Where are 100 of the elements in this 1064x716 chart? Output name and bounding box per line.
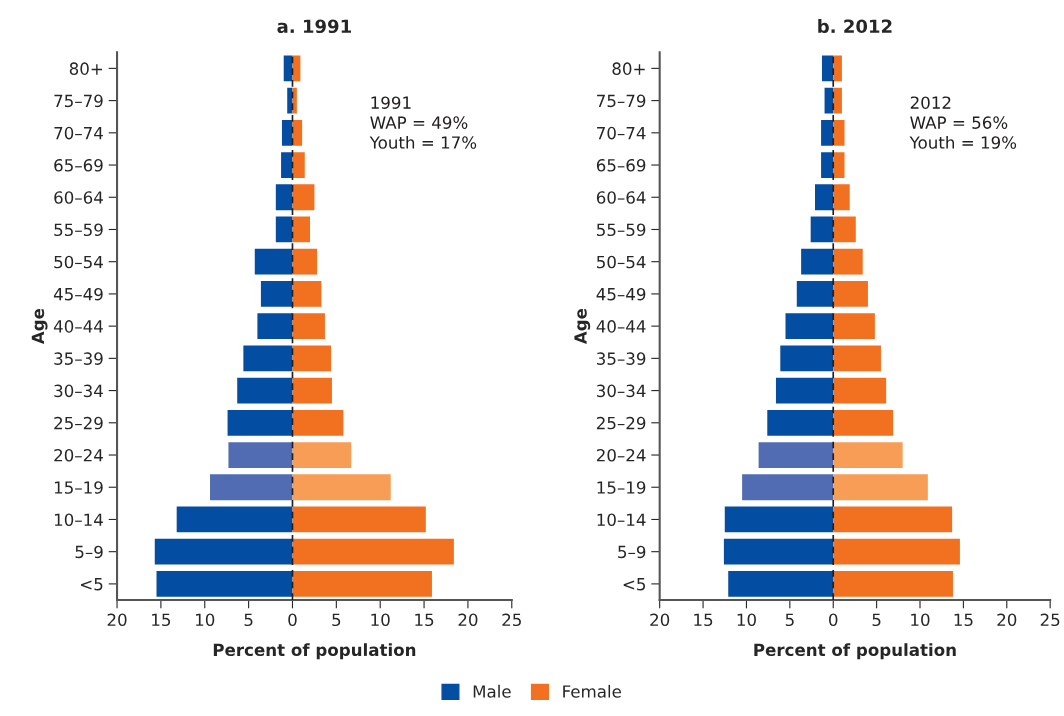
bar xyxy=(833,119,845,146)
bar xyxy=(287,87,293,114)
x-axis-title: Percent of population xyxy=(213,643,416,660)
bar xyxy=(833,571,953,597)
bar xyxy=(821,152,834,178)
x-tick-label: 10 xyxy=(195,613,215,627)
x-tick-label: 5 xyxy=(872,613,881,627)
chart-title: a. 1991 xyxy=(277,19,351,34)
bar xyxy=(292,119,303,146)
bar xyxy=(292,409,344,436)
y-tick-label: 40–44 xyxy=(596,320,646,333)
bar xyxy=(292,152,305,178)
bar xyxy=(292,442,352,468)
y-tick-label: <5 xyxy=(81,578,103,591)
bar xyxy=(810,216,834,243)
x-tick-label: 0 xyxy=(829,613,838,627)
x-tick-label: 25 xyxy=(1040,613,1060,627)
y-tick-label: 40–44 xyxy=(53,320,103,333)
y-tick-label: 25–29 xyxy=(596,416,646,430)
bar xyxy=(723,538,834,565)
bar xyxy=(821,119,834,146)
bar xyxy=(260,281,293,307)
y-tick-label: 50–54 xyxy=(597,255,646,269)
x-tick-label: 5 xyxy=(244,613,253,627)
y-tick-label: 80+ xyxy=(612,62,645,75)
x-tick-label: 20 xyxy=(458,613,478,627)
bar xyxy=(292,377,332,404)
bar xyxy=(275,216,293,243)
bar xyxy=(292,538,454,565)
y-tick-label: 45–49 xyxy=(596,287,646,301)
y-tick-label: 70–74 xyxy=(597,126,646,140)
annotation: 2012 WAP = 56% Youth = 19% xyxy=(909,96,1017,149)
y-tick-label: 70–74 xyxy=(54,126,103,140)
bar xyxy=(154,538,293,565)
y-tick-label: 35–39 xyxy=(597,352,646,365)
bar xyxy=(281,152,293,178)
bar xyxy=(243,345,293,372)
y-tick-label: 45–49 xyxy=(53,287,103,301)
chart-title: b. 2012 xyxy=(818,19,892,34)
y-tick-label: 15–19 xyxy=(597,481,646,494)
bar xyxy=(292,55,301,82)
bar xyxy=(292,248,318,275)
bar xyxy=(292,506,426,533)
x-tick-label: 20 xyxy=(997,613,1017,627)
x-tick-label: 15 xyxy=(954,613,973,627)
y-tick-label: <5 xyxy=(623,578,646,591)
bar xyxy=(833,216,856,243)
bar xyxy=(724,506,834,533)
x-tick-label: 10 xyxy=(371,613,390,627)
bar xyxy=(833,506,953,533)
bar xyxy=(775,377,834,404)
bar xyxy=(833,442,903,468)
bar xyxy=(292,474,391,501)
y-tick-label: 10–14 xyxy=(597,513,646,527)
bar xyxy=(742,474,834,501)
x-tick-label: 10 xyxy=(911,613,930,627)
y-tick-label: 20–24 xyxy=(54,448,103,462)
bar xyxy=(833,55,842,82)
bar xyxy=(156,571,293,597)
y-tick-label: 75–79 xyxy=(54,94,103,108)
y-tick-label: 65–69 xyxy=(596,159,646,172)
bar xyxy=(833,152,845,178)
bar xyxy=(833,87,842,114)
x-tick-label: 15 xyxy=(415,613,434,627)
y-tick-label: 65–69 xyxy=(54,159,103,172)
x-tick-label: 5 xyxy=(332,613,341,627)
bar xyxy=(292,313,325,340)
bar xyxy=(833,345,881,372)
bar xyxy=(833,184,850,211)
bar xyxy=(728,571,834,597)
bar xyxy=(292,571,432,597)
bar xyxy=(758,442,834,468)
y-tick-label: 5–9 xyxy=(618,545,646,559)
bar xyxy=(833,313,875,340)
bar xyxy=(821,55,834,82)
bar xyxy=(833,281,868,307)
bar xyxy=(281,119,293,146)
y-tick-label: 60–64 xyxy=(596,191,646,204)
x-tick-label: 20 xyxy=(107,613,127,627)
bar xyxy=(283,55,293,82)
bar xyxy=(292,184,315,211)
y-tick-label: 25–29 xyxy=(54,416,103,430)
x-tick-label: 5 xyxy=(785,613,794,627)
y-tick-label: 35–39 xyxy=(54,352,103,365)
bar xyxy=(176,506,293,533)
bar xyxy=(767,409,834,436)
bar xyxy=(833,538,960,565)
bar xyxy=(833,248,863,275)
bar xyxy=(292,345,332,372)
y-tick-label: 55–59 xyxy=(597,223,646,237)
bar xyxy=(210,474,293,501)
y-tick-label: 55–59 xyxy=(54,223,103,237)
legend-label: Female xyxy=(563,684,621,698)
bar xyxy=(257,313,293,340)
legend-label: Male xyxy=(473,684,511,698)
y-tick-label: 20–24 xyxy=(596,448,646,462)
y-tick-label: 30–34 xyxy=(597,384,646,398)
bar xyxy=(254,248,293,275)
x-tick-label: 25 xyxy=(502,613,521,627)
x-tick-label: 15 xyxy=(152,613,171,627)
